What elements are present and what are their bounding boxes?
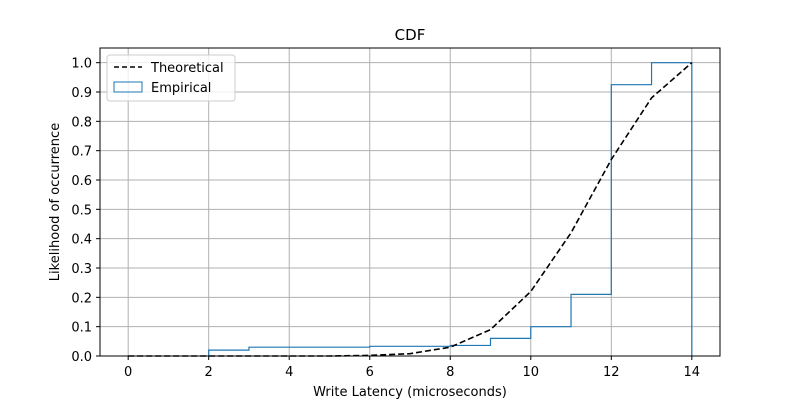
chart-title: CDF: [395, 26, 426, 44]
y-tick-label: 0.5: [71, 203, 92, 218]
y-tick-label: 0.1: [71, 321, 92, 336]
y-tick-label: 0.6: [71, 174, 92, 189]
x-tick-label: 4: [285, 365, 293, 380]
legend: Theoretical Empirical: [106, 54, 236, 102]
y-tick-label: 0.4: [71, 233, 92, 248]
y-tick-label: 0.7: [71, 145, 92, 160]
y-axis-label: Likelihood of occurrence: [48, 123, 63, 281]
y-axis-ticks: 0.0 0.1 0.2 0.3 0.4 0.5 0.6 0.7 0.8 0.9 1.0: [71, 57, 100, 365]
x-axis-label: Write Latency (microseconds): [313, 385, 507, 400]
x-tick-label: 10: [523, 365, 540, 380]
y-tick-label: 0.2: [71, 291, 92, 306]
y-tick-label: 0.3: [71, 262, 92, 277]
y-tick-label: 1.0: [71, 57, 92, 72]
legend-empirical-swatch: [113, 81, 143, 93]
empirical-step-line: [208, 62, 693, 356]
legend-empirical-label: Empirical: [151, 81, 211, 96]
y-tick-label: 0.8: [71, 115, 92, 130]
x-axis-ticks: 0 2 4 6 8 10 12 14: [124, 356, 700, 380]
x-tick-label: 6: [366, 365, 374, 380]
x-tick-label: 2: [205, 365, 213, 380]
y-tick-label: 0.9: [71, 86, 92, 101]
plot-frame: [99, 47, 721, 357]
empirical-series: [208, 62, 693, 356]
legend-theoretical-label: Theoretical: [150, 61, 224, 76]
x-tick-label: 14: [684, 365, 701, 380]
x-tick-label: 0: [124, 365, 132, 380]
y-tick-label: 0.0: [71, 350, 92, 365]
x-tick-label: 8: [446, 365, 454, 380]
x-tick-label: 12: [603, 365, 620, 380]
